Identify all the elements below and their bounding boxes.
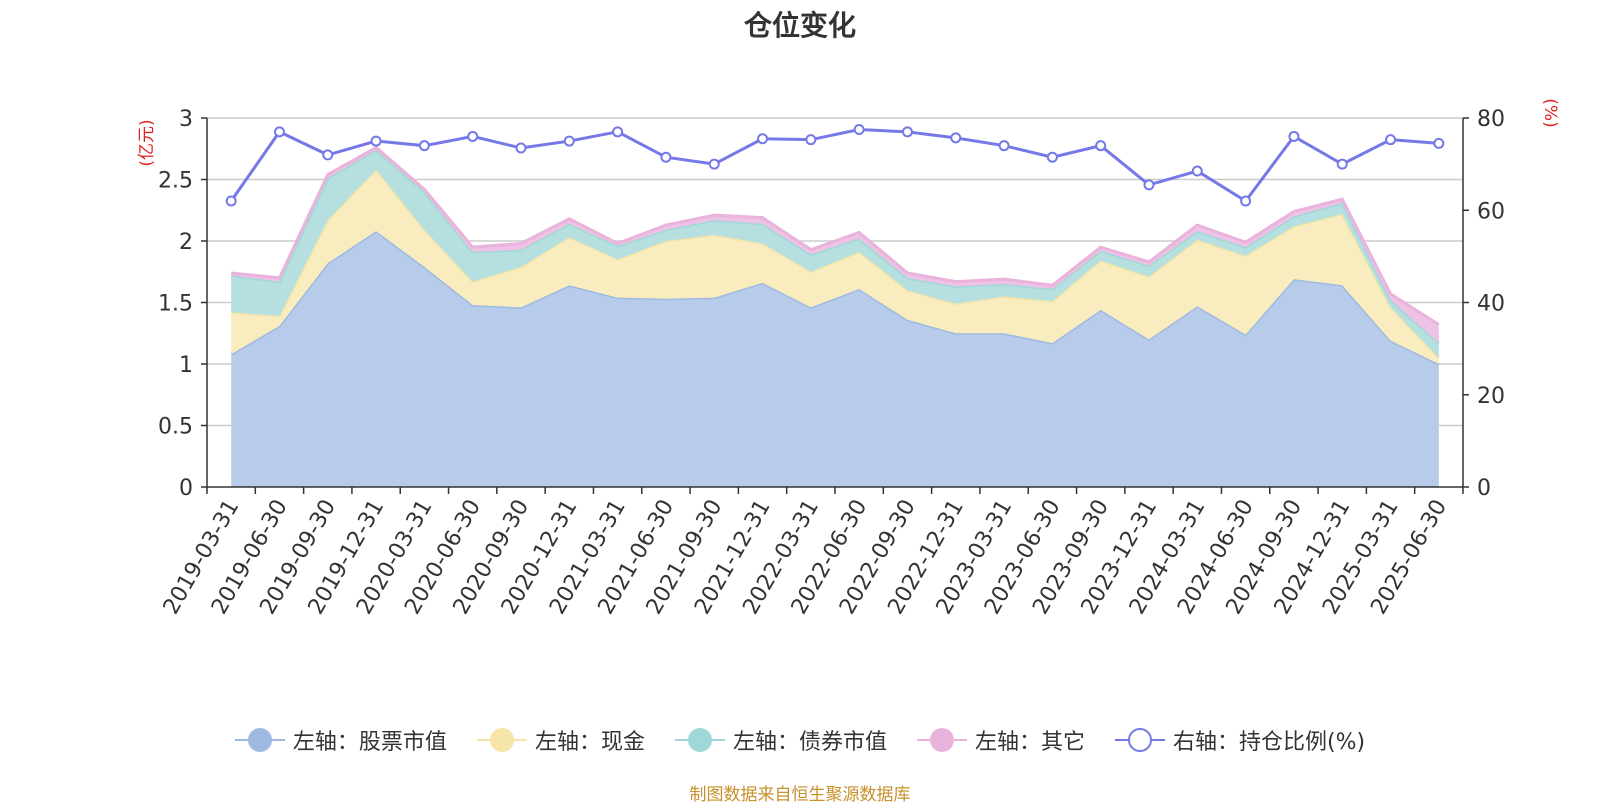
ratio-point	[1095, 140, 1107, 152]
ratio-point	[1336, 158, 1348, 170]
ratio-point	[708, 158, 720, 170]
legend-marker-icon	[234, 726, 285, 754]
left-tick-label: 1.5	[158, 292, 193, 317]
ratio-point	[515, 142, 527, 154]
ratio-point	[370, 135, 382, 147]
legend-item-1[interactable]: 左轴：股票市值	[234, 724, 447, 756]
left-tick-label: 1	[179, 353, 193, 378]
right-tick-label: 20	[1477, 384, 1505, 409]
ratio-point	[950, 132, 962, 144]
left-tick-label: 0	[179, 476, 193, 501]
legend-item-3[interactable]: 左轴：债券市值	[674, 724, 887, 756]
ratio-point	[563, 135, 575, 147]
ratio-point	[612, 126, 624, 138]
legend-marker-icon	[674, 726, 725, 754]
ratio-point	[757, 133, 769, 145]
area-series-1	[231, 231, 1439, 487]
area-series-3	[231, 149, 1439, 358]
stacked-areas	[230, 145, 1440, 487]
ratio-point	[901, 126, 913, 138]
left-axis-unit-label: (亿元)	[137, 119, 157, 166]
right-tick-label: 40	[1477, 292, 1505, 317]
chart-legend: 左轴：股票市值 左轴：现金 左轴：债券市值 左轴：其它 右轴：持仓比例(%)	[0, 722, 1600, 758]
ratio-point	[418, 140, 430, 152]
legend-item-5[interactable]: 右轴：持仓比例(%)	[1114, 724, 1366, 756]
holding-ratio-line	[225, 124, 1445, 207]
left-tick-label: 0.5	[158, 415, 193, 440]
chart-title: 仓位变化	[743, 9, 856, 42]
ratio-point	[1433, 137, 1445, 149]
legend-label: 右轴：持仓比例(%)	[1172, 730, 1366, 755]
legend-label: 左轴：其它	[974, 730, 1085, 755]
ratio-point	[1143, 179, 1155, 191]
ratio-point	[1191, 165, 1203, 177]
ratio-point	[322, 149, 334, 161]
legend-item-4[interactable]: 左轴：其它	[916, 724, 1085, 756]
left-tick-label: 2	[179, 230, 193, 255]
left-tick-label: 2.5	[158, 169, 193, 194]
ratio-point	[853, 124, 865, 136]
legend-label: 左轴：债券市值	[732, 730, 887, 755]
area-series-2	[231, 169, 1439, 364]
left-tick-label: 3	[179, 107, 193, 132]
legend-label: 左轴：现金	[534, 730, 645, 755]
right-axis-unit-label: (%)	[1540, 98, 1560, 127]
legend-item-2[interactable]: 左轴：现金	[476, 724, 645, 756]
legend-marker-icon	[476, 726, 527, 754]
right-tick-label: 0	[1477, 476, 1491, 501]
ratio-point	[1288, 130, 1300, 142]
ratio-point	[805, 134, 817, 146]
ratio-point	[467, 130, 479, 142]
ratio-point	[1385, 134, 1397, 146]
ratio-point	[1240, 195, 1252, 207]
area-series-4	[231, 147, 1439, 344]
right-tick-label: 80	[1477, 107, 1505, 132]
axes	[201, 117, 1469, 494]
source-note: 制图数据来自恒生聚源数据库	[689, 785, 911, 805]
ratio-point	[1046, 151, 1058, 163]
area-series-4-edge	[231, 145, 1440, 326]
ratio-point	[998, 140, 1010, 152]
ratio-point	[273, 126, 285, 138]
ratio-point	[660, 151, 672, 163]
ratio-line	[229, 128, 1439, 204]
legend-marker-icon	[916, 726, 967, 754]
ratio-point	[225, 195, 237, 207]
legend-label: 左轴：股票市值	[292, 730, 447, 755]
legend-marker-icon	[1114, 726, 1165, 754]
right-tick-label: 60	[1477, 199, 1505, 224]
